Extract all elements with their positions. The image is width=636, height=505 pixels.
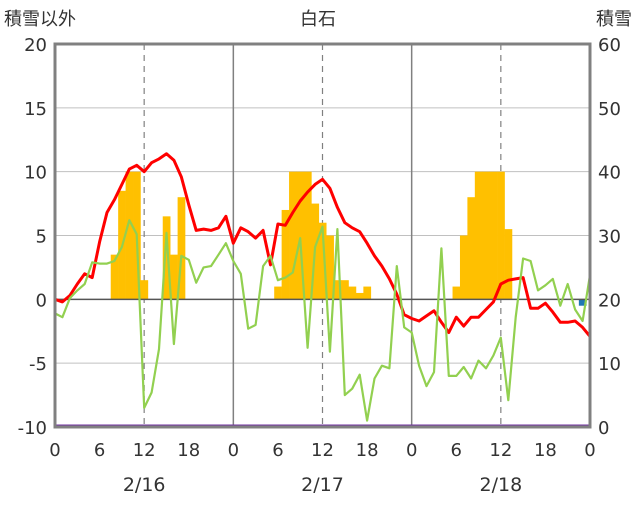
plot-frame	[53, 42, 592, 429]
snow-depth-bar	[459, 235, 468, 300]
snow-depth-bar	[125, 171, 134, 300]
snow-depth-bar	[326, 235, 334, 300]
hour-tick-label: 12	[489, 440, 512, 461]
hour-tick-label: 0	[584, 440, 595, 461]
snow-depth-bar	[296, 171, 305, 300]
hour-tick-label: 6	[272, 440, 283, 461]
snow-depth-bar	[303, 171, 312, 300]
right-axis-title: 積雪	[596, 9, 632, 30]
precip-bar	[578, 299, 587, 306]
hour-tick-label: 12	[133, 440, 156, 461]
snow-depth-bar	[363, 286, 372, 300]
day-label: 2/18	[479, 474, 522, 496]
hour-tick-label: 18	[534, 440, 557, 461]
snow-depth-bar	[318, 222, 327, 300]
left-tick-label: 5	[36, 227, 47, 248]
snow-depth-bar	[355, 292, 364, 300]
snow-depth-bar	[504, 229, 513, 300]
frame-border	[53, 42, 592, 429]
snow-depth-bar	[177, 197, 186, 300]
snow-depth-bar	[341, 280, 349, 300]
snow-depth-bars	[110, 171, 587, 306]
left-tick-label: 15	[24, 99, 47, 120]
hour-tick-label: 18	[177, 440, 200, 461]
day-label: 2/17	[301, 474, 344, 496]
snow-depth-bar	[281, 209, 290, 300]
snow-depth-bar	[274, 286, 282, 300]
right-tick-label: 10	[598, 354, 621, 375]
chart-title: 白石	[300, 9, 336, 30]
right-tick-label: 30	[598, 227, 621, 248]
left-tick-label: -5	[29, 354, 47, 375]
hour-tick-label: 0	[406, 440, 417, 461]
hour-tick-label: 0	[228, 440, 239, 461]
right-tick-label: 40	[598, 163, 621, 184]
hour-tick-label: 12	[311, 440, 334, 461]
right-tick-label: 50	[598, 99, 621, 120]
dewpoint-line	[54, 219, 592, 422]
hour-tick-label: 6	[94, 440, 105, 461]
right-tick-label: 60	[598, 35, 621, 56]
hour-tick-label: 6	[451, 440, 462, 461]
right-tick-label: 0	[598, 418, 609, 439]
temperature-line	[54, 152, 592, 338]
snow-depth-bar	[333, 280, 342, 300]
left-tick-label: -10	[18, 418, 47, 439]
left-tick-label: 10	[24, 163, 47, 184]
snow-depth-bar	[482, 171, 490, 300]
snow-depth-bar	[489, 171, 498, 300]
left-tick-label: 20	[24, 35, 47, 56]
hour-tick-label: 0	[49, 440, 60, 461]
series-lines	[54, 152, 592, 422]
snow-depth-bar	[110, 254, 119, 300]
snow-depth-bar	[289, 171, 297, 300]
hour-tick-label: 18	[356, 440, 379, 461]
snow-depth-bar	[474, 171, 483, 300]
left-tick-label: 0	[36, 290, 47, 311]
snow-depth-bar	[170, 254, 178, 300]
snow-depth-bar	[497, 171, 505, 300]
snow-depth-bar	[162, 216, 171, 300]
right-tick-label: 20	[598, 290, 621, 311]
snow-depth-bar	[467, 197, 476, 300]
snow-depth-bar	[452, 286, 461, 300]
snow-depth-bar	[140, 280, 149, 300]
left-axis-title: 積雪以外	[4, 9, 76, 30]
snow-depth-bar	[348, 286, 357, 300]
day-label: 2/16	[123, 474, 166, 496]
